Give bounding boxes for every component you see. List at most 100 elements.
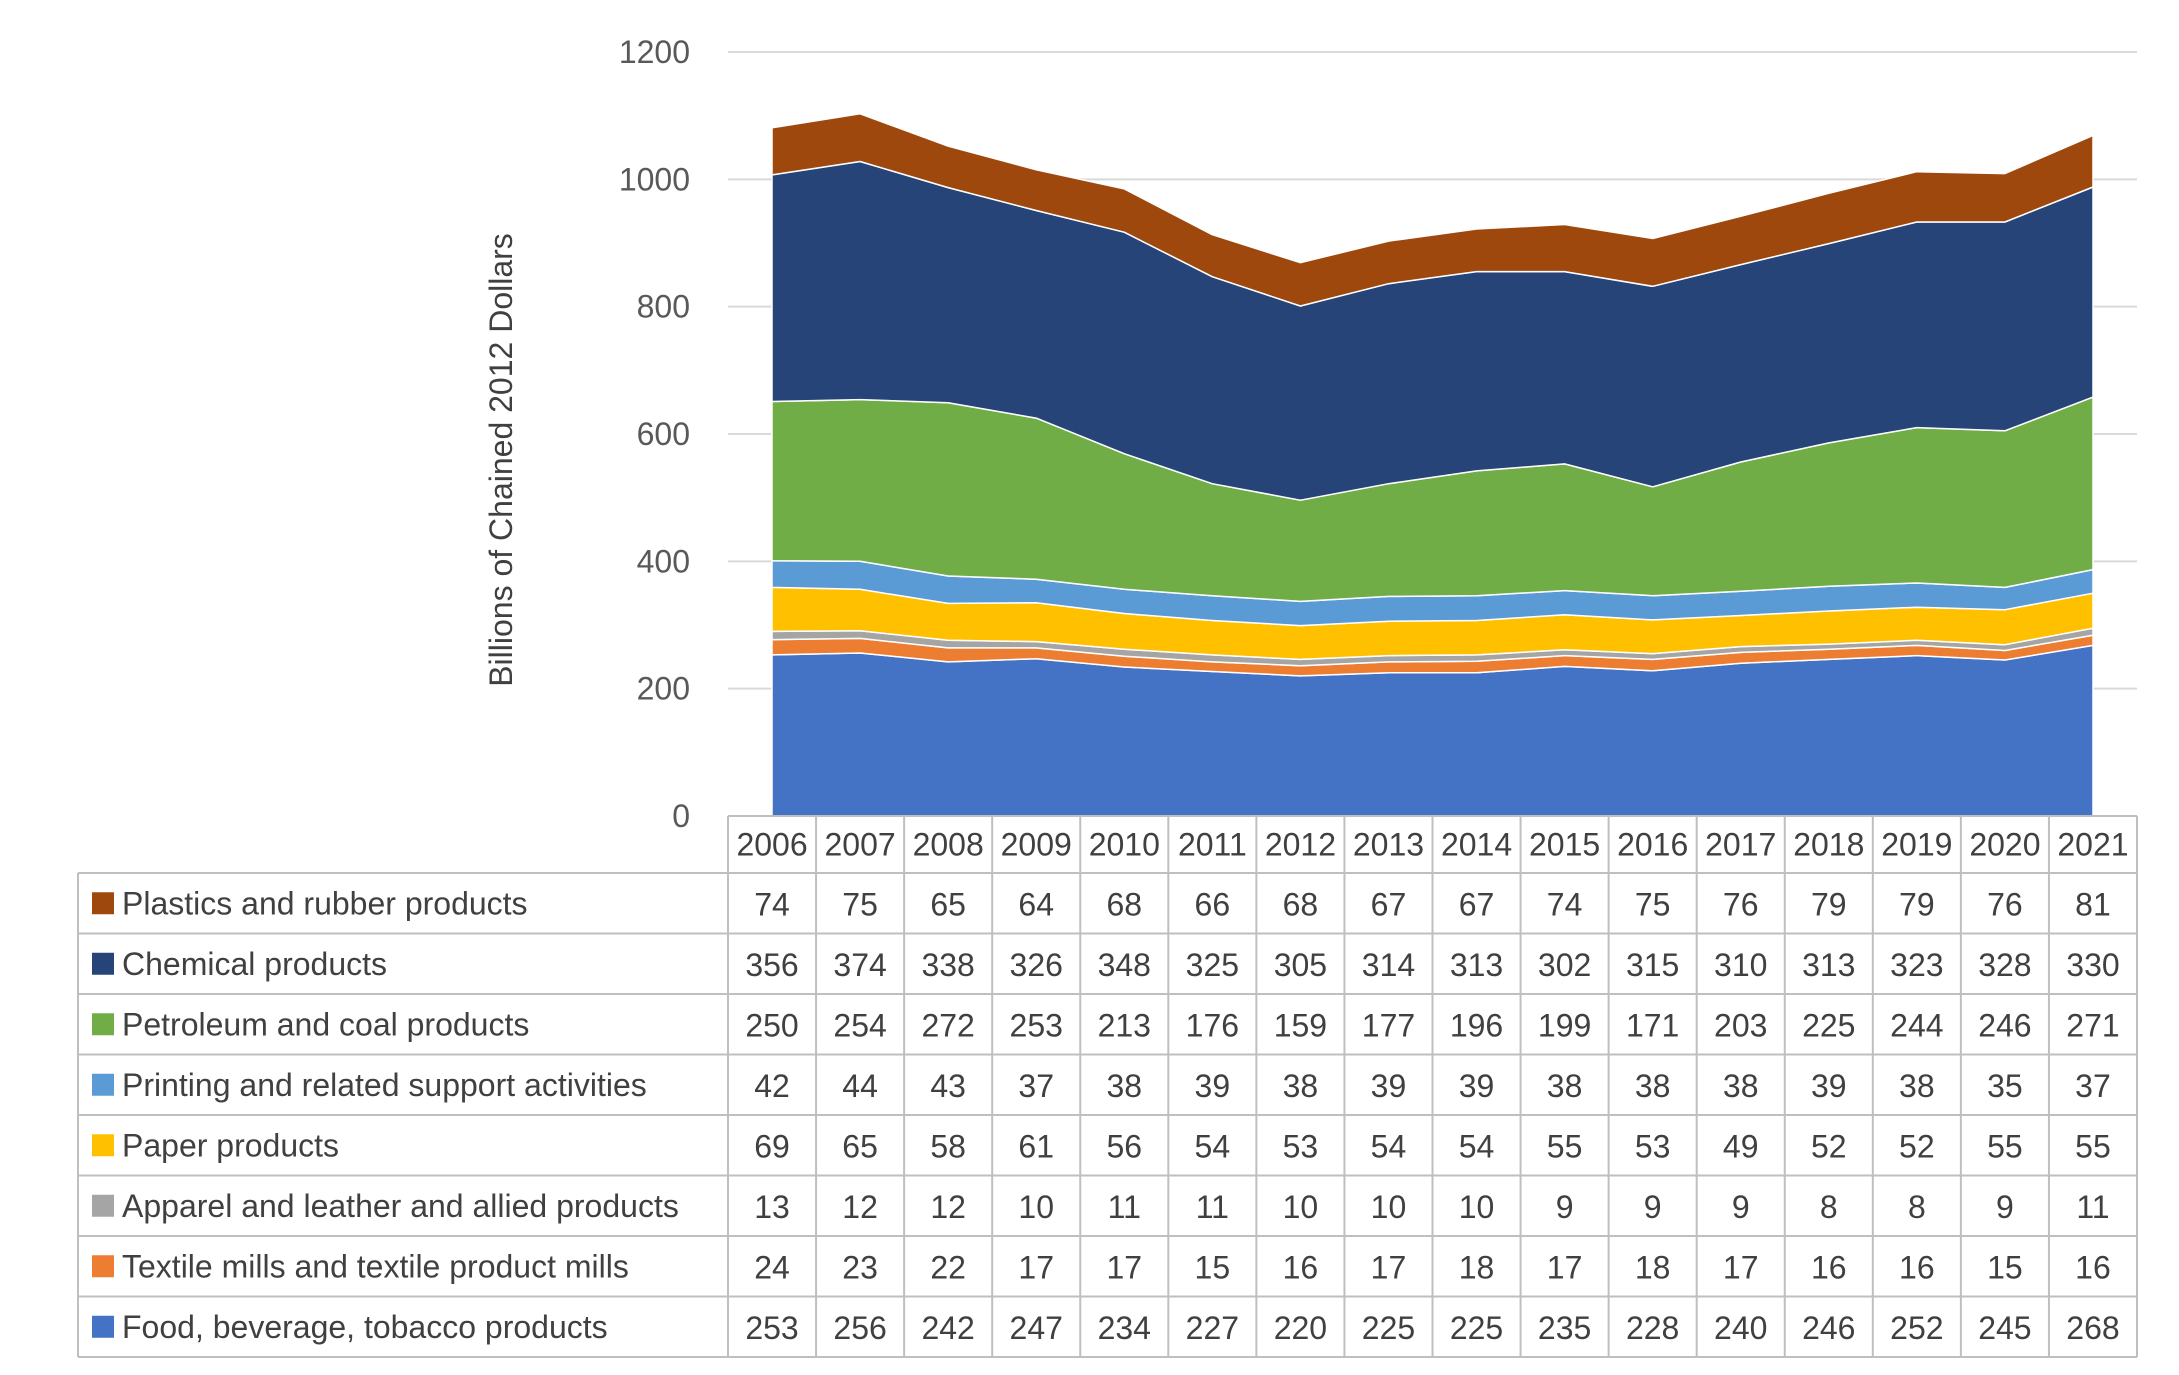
data-label: 234 — [1098, 1310, 1151, 1346]
data-label: 12 — [930, 1189, 966, 1225]
legend-label: Petroleum and coal products — [122, 1006, 529, 1042]
legend-label: Textile mills and textile product mills — [122, 1248, 629, 1284]
legend-label: Apparel and leather and allied products — [122, 1188, 679, 1224]
data-label: 11 — [1196, 1189, 1229, 1225]
data-label: 228 — [1626, 1310, 1679, 1346]
data-label: 325 — [1186, 947, 1239, 983]
y-tick-label: 600 — [637, 416, 690, 452]
data-label: 39 — [1195, 1068, 1231, 1104]
x-tick-label: 2009 — [1001, 827, 1072, 863]
data-label: 65 — [842, 1128, 878, 1164]
x-tick-label: 2012 — [1265, 827, 1336, 863]
data-label: 38 — [1899, 1068, 1935, 1104]
data-label: 16 — [1899, 1249, 1935, 1285]
data-label: 199 — [1538, 1007, 1591, 1043]
data-label: 64 — [1018, 886, 1054, 922]
data-label: 356 — [745, 947, 798, 983]
data-label: 37 — [1018, 1068, 1054, 1104]
x-tick-label: 2016 — [1617, 827, 1688, 863]
data-label: 74 — [754, 886, 790, 922]
x-tick-label: 2008 — [913, 827, 984, 863]
data-label: 338 — [921, 947, 974, 983]
legend-swatch — [92, 1013, 114, 1036]
x-tick-label: 2010 — [1089, 827, 1160, 863]
data-label: 39 — [1459, 1068, 1495, 1104]
data-label: 42 — [754, 1068, 790, 1104]
y-axis-tick-labels: 0 200 400 600 800 1000 1200 — [619, 34, 690, 834]
legend-label: Printing and related support activities — [122, 1067, 647, 1103]
data-label: 225 — [1450, 1310, 1503, 1346]
data-label: 44 — [842, 1068, 878, 1104]
data-label: 38 — [1723, 1068, 1759, 1104]
data-label: 37 — [2075, 1068, 2111, 1104]
data-label: 250 — [745, 1007, 798, 1043]
data-label: 38 — [1547, 1068, 1583, 1104]
data-label: 17 — [1106, 1249, 1142, 1285]
y-axis-label: Billions of Chained 2012 Dollars — [483, 233, 519, 687]
data-label: 348 — [1098, 947, 1151, 983]
x-tick-label: 2013 — [1353, 827, 1424, 863]
data-label: 315 — [1626, 947, 1679, 983]
x-tick-label: 2019 — [1881, 827, 1952, 863]
data-label: 235 — [1538, 1310, 1591, 1346]
data-label: 38 — [1635, 1068, 1671, 1104]
data-label: 65 — [930, 886, 966, 922]
data-label: 58 — [930, 1128, 966, 1164]
data-label: 23 — [842, 1249, 878, 1285]
data-label: 39 — [1371, 1068, 1407, 1104]
y-tick-label: 1200 — [619, 34, 690, 70]
legend-swatch — [92, 892, 114, 915]
data-label: 68 — [1106, 886, 1142, 922]
data-label: 38 — [1283, 1068, 1319, 1104]
data-label: 69 — [754, 1128, 790, 1164]
data-label: 196 — [1450, 1007, 1503, 1043]
data-label: 253 — [745, 1310, 798, 1346]
data-label: 75 — [1635, 886, 1671, 922]
data-label: 240 — [1714, 1310, 1767, 1346]
data-label: 53 — [1283, 1128, 1319, 1164]
legend-label: Paper products — [122, 1127, 339, 1163]
data-label: 305 — [1274, 947, 1327, 983]
data-label: 61 — [1018, 1128, 1054, 1164]
data-label: 159 — [1274, 1007, 1327, 1043]
data-label: 38 — [1106, 1068, 1142, 1104]
data-label: 17 — [1723, 1249, 1759, 1285]
data-label: 17 — [1547, 1249, 1583, 1285]
data-label: 79 — [1899, 886, 1935, 922]
data-label: 54 — [1459, 1128, 1495, 1164]
data-label: 374 — [833, 947, 886, 983]
data-label: 56 — [1106, 1128, 1142, 1164]
data-label: 225 — [1362, 1310, 1415, 1346]
data-label: 271 — [2066, 1007, 2119, 1043]
data-label: 74 — [1547, 886, 1583, 922]
legend-swatch — [92, 952, 114, 975]
data-label: 54 — [1195, 1128, 1231, 1164]
data-label: 67 — [1459, 886, 1495, 922]
data-label: 16 — [1811, 1249, 1847, 1285]
data-label: 16 — [1283, 1249, 1319, 1285]
data-label: 252 — [1890, 1310, 1943, 1346]
data-label: 39 — [1811, 1068, 1847, 1104]
data-label: 76 — [1987, 886, 2023, 922]
y-tick-label: 800 — [637, 289, 690, 325]
data-label: 313 — [1450, 947, 1503, 983]
legend-swatch — [92, 1255, 114, 1278]
x-tick-label: 2015 — [1529, 827, 1600, 863]
data-label: 310 — [1714, 947, 1767, 983]
data-label: 17 — [1018, 1249, 1054, 1285]
data-label: 35 — [1987, 1068, 2023, 1104]
data-label: 323 — [1890, 947, 1943, 983]
data-label: 15 — [1195, 1249, 1231, 1285]
data-label: 17 — [1371, 1249, 1407, 1285]
data-label: 66 — [1195, 886, 1231, 922]
data-label: 227 — [1186, 1310, 1239, 1346]
y-tick-label: 400 — [637, 543, 690, 579]
data-label: 9 — [1556, 1189, 1574, 1225]
data-label: 15 — [1987, 1249, 2023, 1285]
data-label: 244 — [1890, 1007, 1943, 1043]
legend-label: Food, beverage, tobacco products — [122, 1309, 608, 1345]
x-tick-label: 2007 — [825, 827, 896, 863]
data-label: 55 — [1547, 1128, 1583, 1164]
data-label: 81 — [2075, 886, 2111, 922]
